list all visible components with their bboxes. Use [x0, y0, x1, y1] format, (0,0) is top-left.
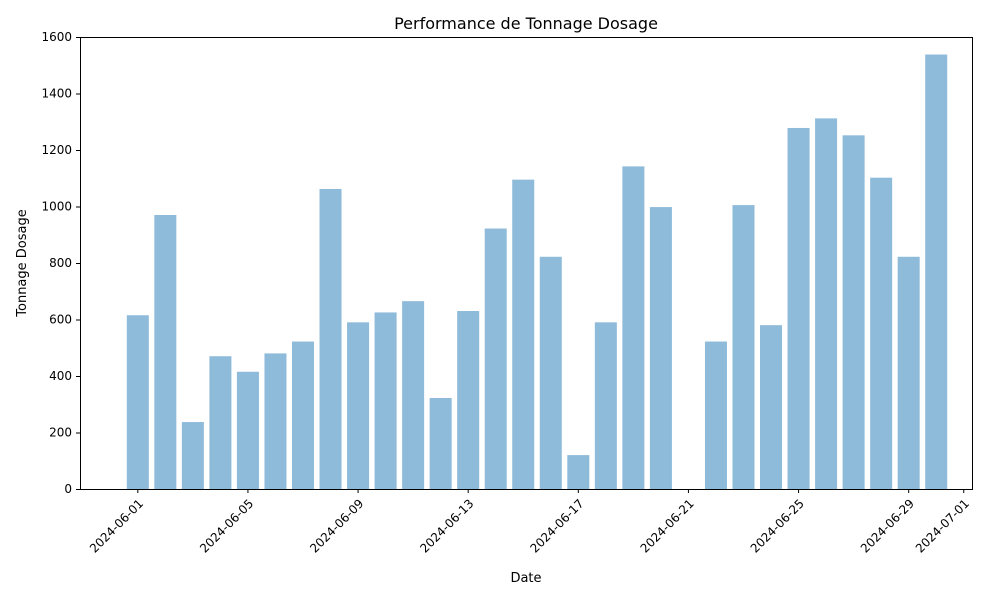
- bar-2024-06-19: [622, 166, 645, 489]
- y-tick-label: 600: [49, 313, 72, 327]
- chart-title: Performance de Tonnage Dosage: [394, 14, 658, 33]
- bar-2024-06-07: [291, 341, 315, 489]
- x-axis-label: Date: [510, 571, 541, 586]
- bar-2024-06-11: [402, 301, 425, 489]
- bars-group: [126, 54, 948, 490]
- y-tick-label: 1400: [41, 87, 72, 101]
- bar-2024-06-23: [732, 205, 755, 489]
- y-tick-label: 1200: [41, 143, 72, 157]
- plot-frame: [80, 37, 973, 490]
- bar-2024-06-18: [594, 322, 617, 489]
- bar-2024-06-06: [264, 353, 287, 489]
- x-tick-label: 2024-06-13: [417, 496, 476, 555]
- bar-2024-06-12: [429, 398, 452, 489]
- y-tick-label: 0: [64, 482, 72, 496]
- bar-2024-06-29: [897, 256, 920, 489]
- bar-2024-06-24: [760, 325, 783, 489]
- y-tick-label: 200: [49, 426, 72, 440]
- bar-2024-06-22: [704, 341, 727, 489]
- bar-2024-06-20: [649, 207, 672, 489]
- bar-2024-06-05: [236, 371, 259, 489]
- y-tick-label: 800: [49, 256, 72, 270]
- bar-2024-06-14: [484, 228, 507, 489]
- x-tick-label: 2024-06-29: [858, 496, 917, 555]
- bar-2024-06-08: [319, 188, 342, 490]
- bar-2024-06-25: [787, 127, 810, 489]
- bar-2024-06-02: [154, 214, 177, 490]
- x-axis-ticks: 2024-06-01 2024-06-05 2024-06-09 2024-06-13…: [87, 489, 972, 556]
- bar-2024-06-01: [126, 315, 149, 489]
- y-tick-label: 400: [49, 369, 72, 383]
- bar-2024-06-10: [374, 312, 397, 489]
- y-tick-label: 1000: [41, 200, 72, 214]
- bar-2024-06-04: [209, 356, 232, 489]
- bar-2024-06-26: [815, 118, 838, 490]
- bar-2024-06-28: [870, 177, 893, 489]
- bar-2024-06-16: [539, 256, 562, 489]
- y-tick-label: 1600: [41, 30, 72, 44]
- bar-2024-06-30: [925, 54, 948, 489]
- x-tick-label: 2024-06-09: [307, 496, 366, 555]
- y-axis-label: Tonnage Dosage: [15, 209, 30, 317]
- x-tick-label: 2024-06-21: [638, 496, 697, 555]
- bar-2024-06-27: [842, 135, 865, 489]
- bar-2024-06-15: [512, 179, 535, 489]
- x-tick-label: 2024-06-01: [87, 496, 146, 555]
- x-tick-label: 2024-06-25: [748, 496, 807, 555]
- bar-2024-06-13: [457, 311, 480, 489]
- bar-2024-06-03: [181, 422, 204, 489]
- bar-2024-06-09: [347, 322, 370, 489]
- y-axis-ticks: 0 200 400 600 800 1000 1200 1400 1600: [41, 30, 80, 496]
- bar-2024-06-17: [567, 455, 590, 489]
- x-tick-label: 2024-07-01: [913, 496, 972, 555]
- x-tick-label: 2024-06-05: [197, 496, 256, 555]
- x-tick-label: 2024-06-17: [527, 496, 586, 555]
